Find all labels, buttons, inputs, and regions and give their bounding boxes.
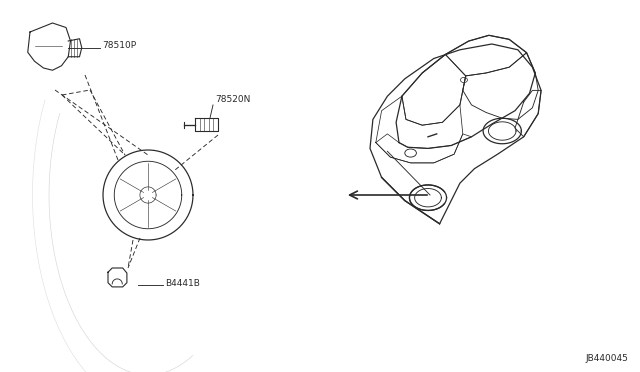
Text: B4441B: B4441B xyxy=(165,279,200,288)
Text: 78510P: 78510P xyxy=(102,42,136,51)
Text: 78520N: 78520N xyxy=(215,96,250,105)
Text: JB440045: JB440045 xyxy=(585,354,628,363)
